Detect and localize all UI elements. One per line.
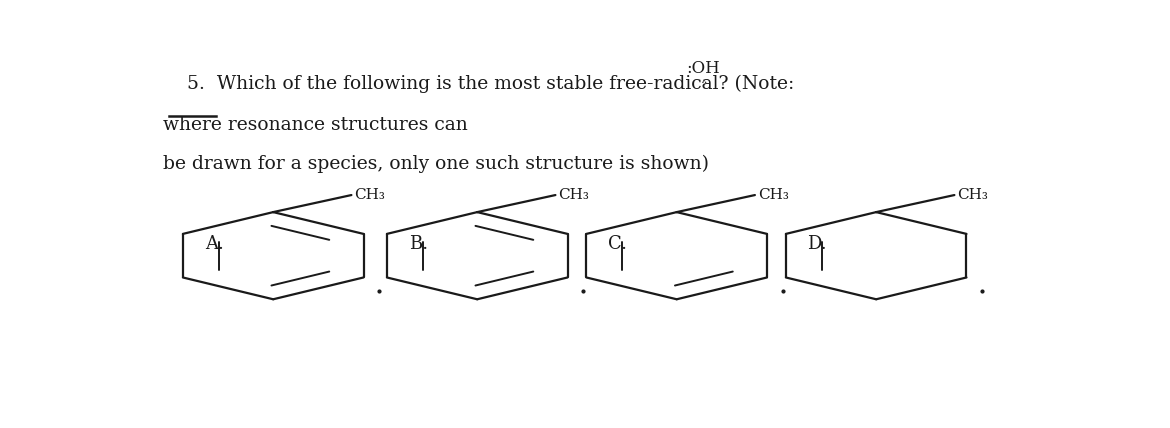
Text: D.: D. [807, 235, 827, 253]
Text: CH₃: CH₃ [957, 188, 987, 202]
Text: C.: C. [608, 235, 627, 253]
Text: CH₃: CH₃ [758, 188, 789, 202]
Text: CH₃: CH₃ [355, 188, 385, 202]
Text: CH₃: CH₃ [558, 188, 589, 202]
Text: ⋅⋅: ⋅⋅ [701, 78, 709, 88]
Text: where resonance structures can: where resonance structures can [163, 116, 467, 134]
Text: B.: B. [408, 235, 428, 253]
Text: be drawn for a species, only one such structure is shown): be drawn for a species, only one such st… [163, 155, 709, 173]
Text: :OH: :OH [686, 59, 720, 77]
Text: 5.  Which of the following is the most stable free-radical? (Note:: 5. Which of the following is the most st… [168, 74, 794, 93]
Text: A.: A. [205, 235, 223, 253]
